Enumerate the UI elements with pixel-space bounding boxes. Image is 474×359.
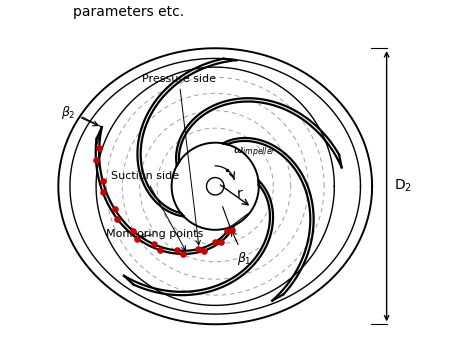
Text: Pressure side: Pressure side: [142, 74, 216, 245]
Point: [99, 178, 107, 184]
Text: $\omega_{impeller}$: $\omega_{impeller}$: [233, 146, 276, 160]
Point: [211, 239, 219, 245]
Text: Monitoring points: Monitoring points: [106, 229, 204, 239]
Text: D$_2$: D$_2$: [394, 178, 412, 195]
Point: [180, 251, 187, 257]
Point: [99, 190, 107, 195]
Point: [173, 247, 181, 253]
Point: [194, 246, 201, 252]
Point: [200, 248, 208, 253]
Text: Suction side: Suction side: [110, 171, 185, 251]
Text: $\beta_2$: $\beta_2$: [61, 104, 98, 126]
Point: [111, 206, 118, 212]
Point: [228, 227, 236, 233]
Point: [95, 146, 103, 151]
Point: [150, 242, 158, 247]
Text: parameters etc.: parameters etc.: [73, 5, 184, 19]
Point: [114, 216, 121, 222]
Point: [224, 228, 231, 234]
Point: [134, 236, 141, 242]
Text: r: r: [237, 187, 243, 201]
Point: [129, 228, 137, 233]
Point: [156, 247, 164, 253]
Point: [92, 157, 100, 163]
Point: [217, 239, 224, 245]
Text: $\beta_1$: $\beta_1$: [232, 231, 252, 267]
